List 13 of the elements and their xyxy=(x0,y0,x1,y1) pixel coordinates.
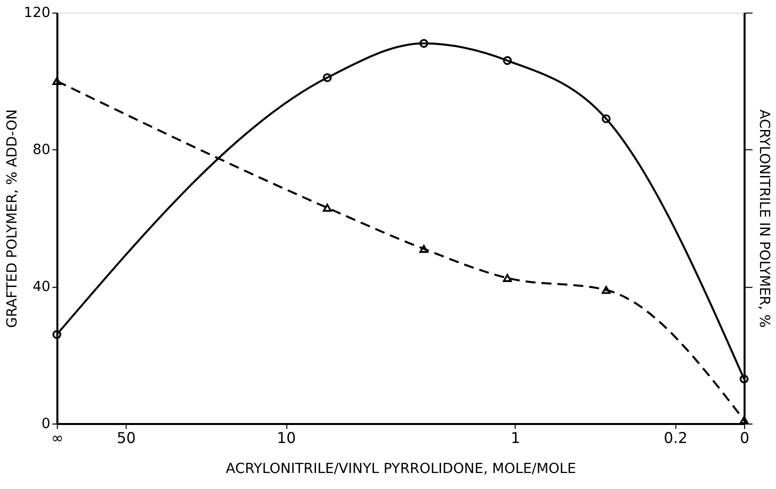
y2-axis-title: ACRYLONITRILE IN POLYMER, % xyxy=(756,110,772,328)
y-tick-label: 40 xyxy=(32,279,50,296)
y-tick-label: 0 xyxy=(41,416,50,432)
x-tick-label: 10 xyxy=(276,428,296,447)
x-tick-label: 0 xyxy=(740,428,750,447)
x-tick-label: 1 xyxy=(510,428,520,447)
x-axis-title: ACRYLONITRILE/VINYL PYRROLIDONE, MOLE/MOLE xyxy=(226,460,576,477)
y-tick-label: 80 xyxy=(32,142,50,158)
y-tick-label: 120 xyxy=(24,5,50,22)
x-tick-label: 50 xyxy=(116,428,136,447)
y-axis-title: GRAFTED POLYMER, % ADD-ON xyxy=(4,109,21,328)
x-tick-label: 0.2 xyxy=(664,428,688,447)
x-tick-label: ∞ xyxy=(51,428,64,447)
